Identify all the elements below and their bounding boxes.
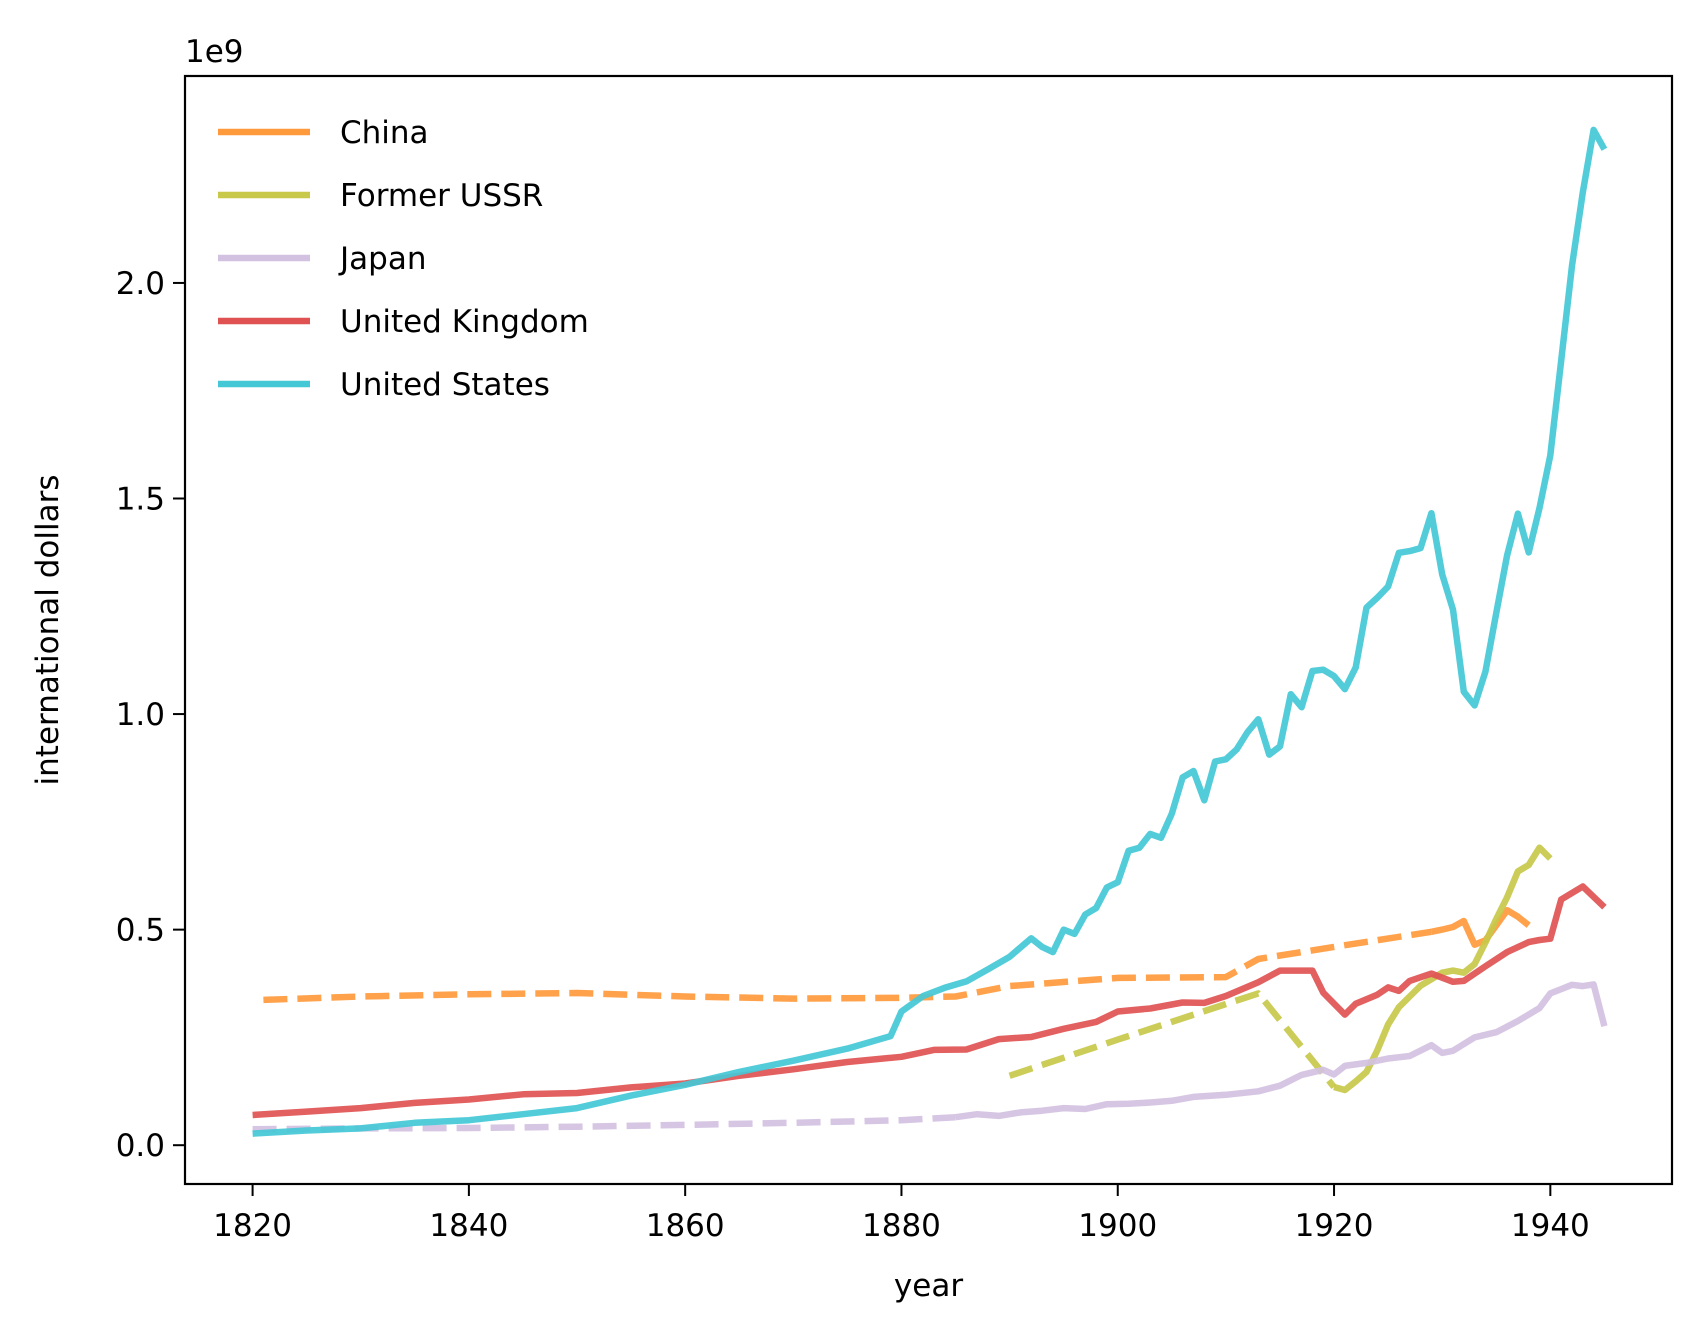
x-tick-label: 1920 — [1295, 1208, 1374, 1244]
y-tick-label: 0.5 — [116, 913, 165, 949]
legend-label: Japan — [338, 241, 426, 277]
line-united-kingdom-solid — [252, 883, 1607, 1119]
x-tick-label: 1840 — [429, 1208, 508, 1244]
legend: China Former USSR Japan United Kingdom Unite… — [218, 115, 589, 403]
y-offset-text: 1e9 — [185, 34, 244, 70]
legend-item-japan: Japan — [218, 241, 426, 277]
line-former-ussr-dashed — [1008, 990, 1337, 1090]
y-axis-label: international dollars — [30, 475, 66, 786]
axes-frame — [183, 74, 1674, 1186]
line-united-states-solid — [252, 126, 1608, 1137]
line-japan-dashed — [252, 1113, 956, 1133]
y-tick-label: 2.0 — [116, 266, 165, 302]
series-layer — [252, 126, 1608, 1137]
line-china-solid — [1430, 906, 1531, 948]
x-tick-label: 1820 — [213, 1208, 292, 1244]
y-tick-label: 1.5 — [116, 482, 165, 518]
y-axis: 0.0 0.5 1.0 1.5 2.0 — [116, 266, 185, 1164]
legend-label: Former USSR — [340, 178, 543, 214]
y-tick-label: 1.0 — [116, 697, 165, 733]
line-japan-solid — [955, 981, 1608, 1121]
series-united-kingdom — [252, 883, 1607, 1119]
legend-item-united-kingdom: United Kingdom — [218, 304, 589, 340]
legend-label: United Kingdom — [340, 304, 589, 340]
x-tick-label: 1900 — [1078, 1208, 1157, 1244]
x-axis-label: year — [894, 1268, 963, 1304]
x-axis: 1820 1840 1860 1880 1900 1920 1940 — [213, 1184, 1590, 1244]
series-japan — [252, 981, 1608, 1133]
legend-label: China — [340, 115, 429, 151]
legend-item-former-ussr: Former USSR — [218, 178, 543, 214]
series-united-states — [252, 126, 1608, 1137]
x-tick-label: 1940 — [1511, 1208, 1590, 1244]
x-tick-label: 1860 — [646, 1208, 725, 1244]
y-tick-label: 0.0 — [116, 1128, 165, 1164]
legend-item-china: China — [218, 115, 429, 151]
legend-item-united-states: United States — [218, 367, 550, 403]
x-tick-label: 1880 — [862, 1208, 941, 1244]
legend-label: United States — [340, 367, 550, 403]
